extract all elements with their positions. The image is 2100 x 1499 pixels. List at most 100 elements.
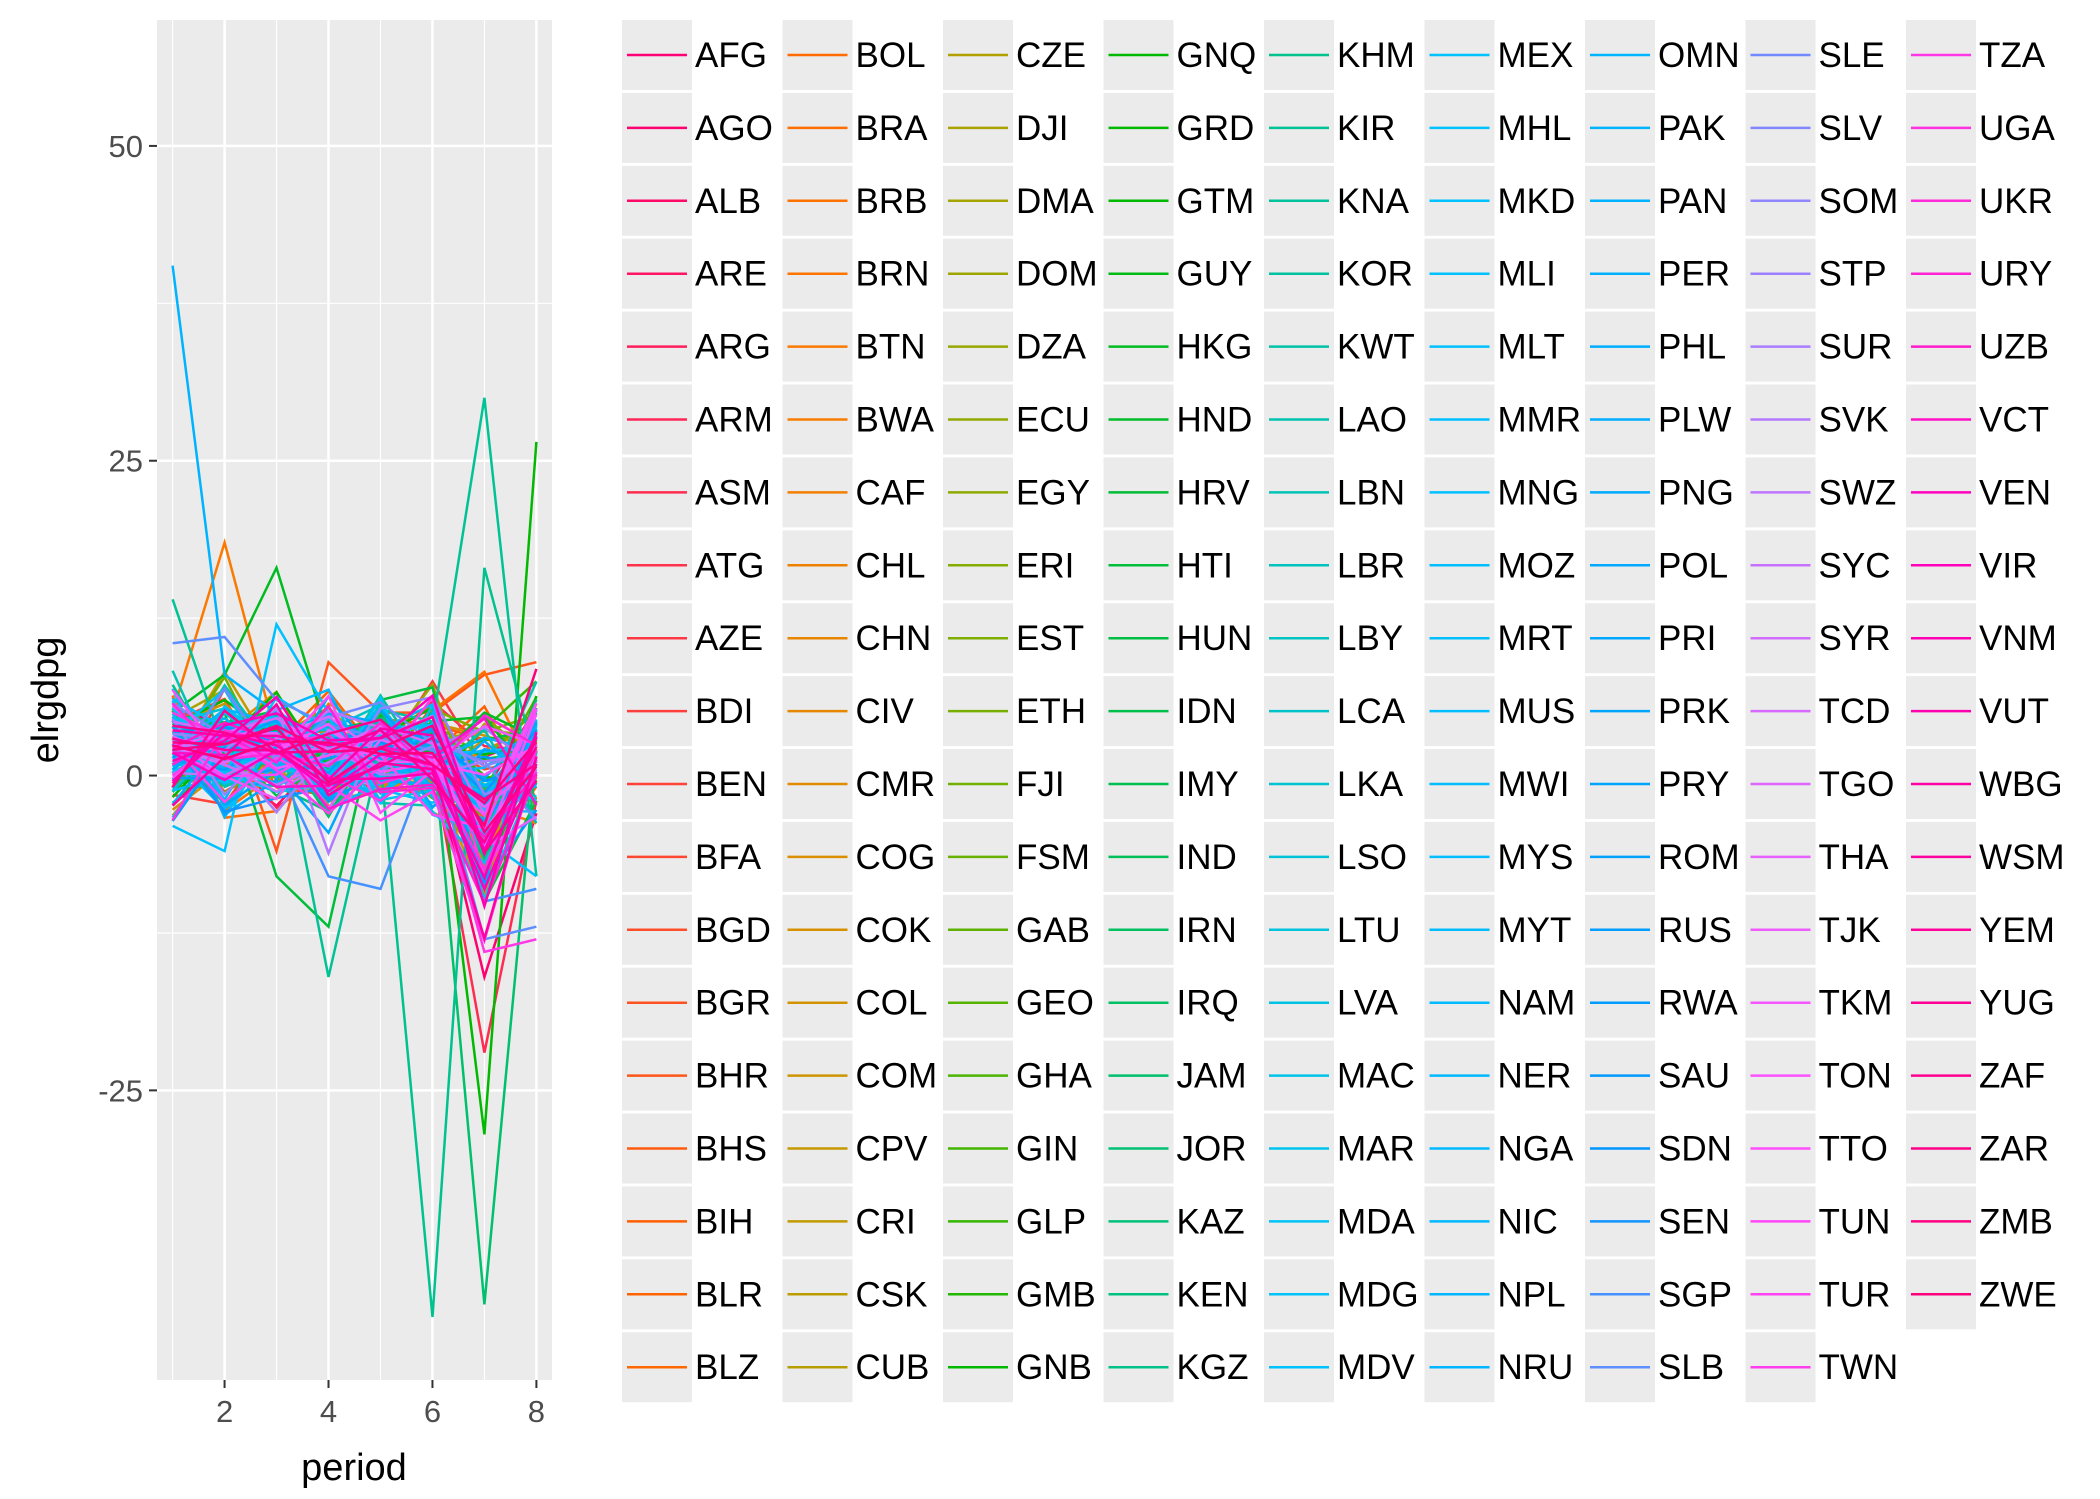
series-line-zwe xyxy=(172,668,538,829)
legend-label: CIV xyxy=(856,692,915,731)
legend-item-wbg: WBG xyxy=(1906,749,2063,819)
legend-item-lka: LKA xyxy=(1264,749,1404,819)
legend-item-yug: YUG xyxy=(1906,967,2055,1038)
legend-label: KIR xyxy=(1337,109,1395,148)
legend-item-mex: MEX xyxy=(1424,20,1573,90)
legend-label: CHN xyxy=(856,619,932,658)
legend-item-gin: GIN xyxy=(943,1113,1078,1184)
legend-label: VCT xyxy=(1979,401,2049,440)
legend-label: BIH xyxy=(695,1202,753,1241)
legend-item-prk: PRK xyxy=(1585,676,1730,747)
legend-item-zmb: ZMB xyxy=(1906,1186,2053,1257)
legend-label: NER xyxy=(1498,1057,1572,1096)
legend-label: BRB xyxy=(856,182,928,221)
legend-label: CUB xyxy=(856,1348,930,1387)
legend-label: PAN xyxy=(1658,182,1727,221)
legend-item-atg: ATG xyxy=(622,530,764,601)
legend-item-mng: MNG xyxy=(1424,457,1579,528)
legend-label: YEM xyxy=(1979,911,2055,950)
legend-label: BDI xyxy=(695,692,753,731)
legend-item-egy: EGY xyxy=(943,457,1090,528)
legend-label: SYR xyxy=(1819,619,1891,658)
legend-label: KAZ xyxy=(1177,1202,1245,1241)
legend-item-sle: SLE xyxy=(1745,20,1885,90)
legend-label: LBR xyxy=(1337,546,1405,585)
legend-label: OMN xyxy=(1658,36,1740,75)
legend-item-rwa: RWA xyxy=(1585,967,1738,1038)
legend-label: GIN xyxy=(1016,1130,1078,1169)
legend-item-nga: NGA xyxy=(1424,1113,1575,1184)
legend-item-tcd: TCD xyxy=(1745,676,1890,747)
legend-item-bgd: BGD xyxy=(622,894,771,965)
legend-label: TKM xyxy=(1819,984,1893,1023)
legend-label: LBN xyxy=(1337,473,1405,512)
legend-item-gmb: GMB xyxy=(943,1259,1096,1330)
legend-item-guy: GUY xyxy=(1103,238,1252,309)
legend-item-mrt: MRT xyxy=(1424,603,1573,674)
legend-item-slb: SLB xyxy=(1585,1332,1724,1403)
legend-item-chn: CHN xyxy=(782,603,932,674)
legend-label: KEN xyxy=(1177,1275,1249,1314)
legend-label: GRD xyxy=(1177,109,1255,148)
legend-item-irq: IRQ xyxy=(1103,967,1239,1038)
legend-label: HUN xyxy=(1177,619,1253,658)
legend-label: PAK xyxy=(1658,109,1725,148)
legend-label: WSM xyxy=(1979,838,2065,877)
legend-item-uzb: UZB xyxy=(1906,311,2049,382)
legend-item-nam: NAM xyxy=(1424,967,1576,1038)
legend-item-phl: PHL xyxy=(1585,311,1726,382)
legend-item-mhl: MHL xyxy=(1424,92,1571,163)
legend-item-sau: SAU xyxy=(1585,1040,1730,1111)
legend-label: ZAF xyxy=(1979,1057,2045,1096)
legend-label: HRV xyxy=(1177,473,1251,512)
legend-item-tjk: TJK xyxy=(1745,894,1881,965)
legend-label: MDV xyxy=(1337,1348,1415,1387)
legend-item-brb: BRB xyxy=(782,165,928,236)
legend-label: SLB xyxy=(1658,1348,1724,1387)
legend-item-bgr: BGR xyxy=(622,967,771,1038)
legend-label: GHA xyxy=(1016,1057,1093,1096)
legend-item-twn: TWN xyxy=(1745,1332,1898,1403)
legend-item-nru: NRU xyxy=(1424,1332,1573,1403)
legend-label: BRA xyxy=(856,109,929,148)
legend-label: LKA xyxy=(1337,765,1404,804)
legend-item-slv: SLV xyxy=(1745,92,1883,163)
legend-item-kaz: KAZ xyxy=(1103,1186,1245,1257)
legend-label: IDN xyxy=(1177,692,1237,731)
legend-item-pri: PRI xyxy=(1585,603,1716,674)
legend-label: EST xyxy=(1016,619,1084,658)
legend-item-nic: NIC xyxy=(1424,1186,1558,1257)
legend-item-kgz: KGZ xyxy=(1103,1332,1248,1403)
legend-label: BOL xyxy=(856,36,926,75)
x-tick-label: 8 xyxy=(528,1394,545,1429)
legend-label: ZWE xyxy=(1979,1275,2057,1314)
legend-item-fji: FJI xyxy=(943,749,1065,819)
series-line-myt xyxy=(172,738,537,797)
legend-label: DZA xyxy=(1016,328,1087,367)
legend-label: JOR xyxy=(1177,1130,1247,1169)
legend-label: PHL xyxy=(1658,328,1726,367)
legend-label: ALB xyxy=(695,182,761,221)
legend-label: UGA xyxy=(1979,109,2056,148)
series-line-wsm xyxy=(171,702,538,943)
legend-item-bwa: BWA xyxy=(782,384,935,455)
legend-item-mli: MLI xyxy=(1424,238,1556,309)
series-line-vir xyxy=(171,693,538,855)
legend-item-som: SOM xyxy=(1745,165,1898,236)
legend-label: LBY xyxy=(1337,619,1403,658)
legend-label: ATG xyxy=(695,546,764,585)
legend-label: SDN xyxy=(1658,1130,1732,1169)
legend-item-bfa: BFA xyxy=(622,821,762,892)
legend-item-lao: LAO xyxy=(1264,384,1407,455)
legend-item-mwi: MWI xyxy=(1424,749,1569,819)
legend-item-hrv: HRV xyxy=(1103,457,1251,528)
legend-label: NAM xyxy=(1498,984,1576,1023)
series-line-yug xyxy=(171,708,538,845)
legend-label: COK xyxy=(856,911,932,950)
legend-item-bih: BIH xyxy=(622,1186,753,1257)
legend-item-imy: IMY xyxy=(1103,749,1239,819)
legend-item-tza: TZA xyxy=(1906,20,2046,90)
legend-label: NGA xyxy=(1498,1130,1575,1169)
legend-item-cmr: CMR xyxy=(782,749,935,819)
legend-label: LSO xyxy=(1337,838,1407,877)
